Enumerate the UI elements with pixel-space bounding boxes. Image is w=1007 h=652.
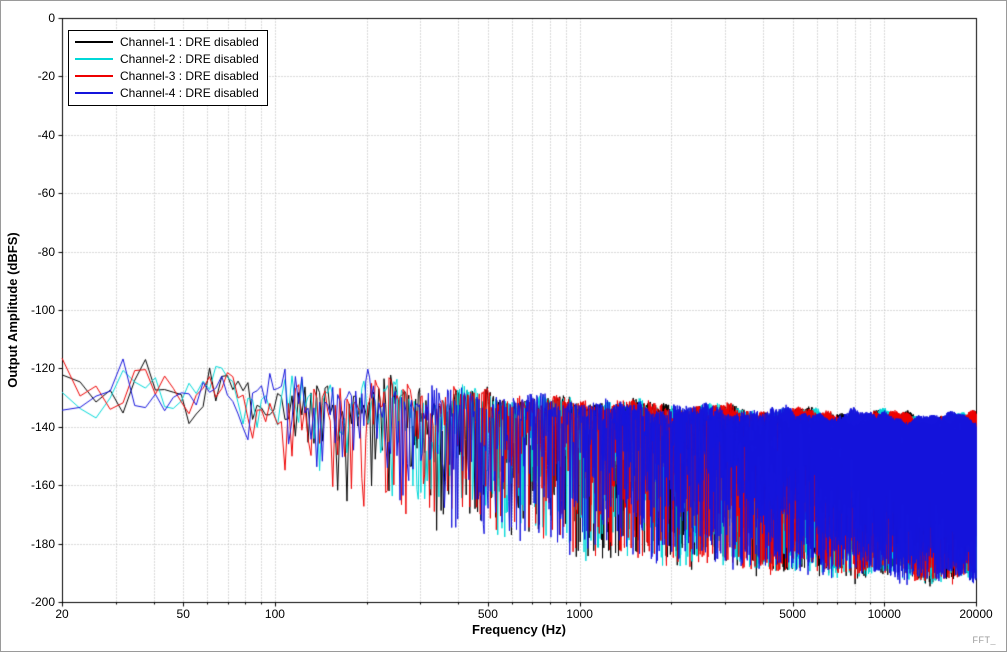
x-tick-label: 1000 [566,607,593,621]
legend-label-channel-1: Channel-1 : DRE disabled [120,35,259,49]
x-tick-label: 100 [264,607,285,621]
x-tick-label: 20000 [959,607,993,621]
legend-line-swatch-channel-3 [75,75,113,77]
y-tick-label: -160 [30,478,55,493]
y-tick-label: -80 [37,244,55,259]
x-tick-label: 50 [176,607,190,621]
y-tick-label: -20 [37,69,55,84]
legend-line-swatch-channel-2 [75,58,113,60]
y-tick-label: -180 [30,536,55,551]
y-tick-label: -140 [30,419,55,434]
y-axis-title: Output Amplitude (dBFS) [5,232,20,388]
y-tick-label: -40 [37,127,55,142]
legend-line-swatch-channel-4 [75,92,113,94]
legend-item-channel-4: Channel-4 : DRE disabled [75,85,259,101]
legend-label-channel-3: Channel-3 : DRE disabled [120,69,259,83]
y-tick-label: -100 [30,303,55,317]
legend-label-channel-4: Channel-4 : DRE disabled [120,86,259,100]
legend-label-channel-2: Channel-2 : DRE disabled [120,52,259,66]
y-tick-label: -60 [37,186,55,201]
legend-line-swatch-channel-1 [75,41,113,43]
legend-item-channel-1: Channel-1 : DRE disabled [75,34,259,50]
x-tick-label: 10000 [867,607,901,621]
legend-item-channel-3: Channel-3 : DRE disabled [75,68,259,84]
y-tick-label: 0 [48,11,55,25]
x-axis-title: Frequency (Hz) [472,622,566,637]
y-tick-label: -120 [30,361,55,376]
legend: Channel-1 : DRE disabled Channel-2 : DRE… [68,30,268,106]
legend-item-channel-2: Channel-2 : DRE disabled [75,51,259,67]
x-tick-label: 5000 [779,607,806,621]
watermark: FFT_ [972,635,996,645]
x-tick-label: 20 [55,607,69,621]
x-tick-label: 500 [477,607,498,621]
y-tick-label: -200 [30,595,55,609]
